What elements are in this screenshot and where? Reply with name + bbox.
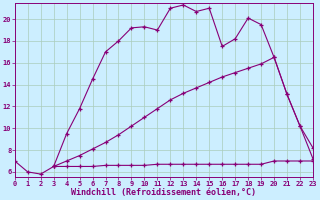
X-axis label: Windchill (Refroidissement éolien,°C): Windchill (Refroidissement éolien,°C) bbox=[71, 188, 256, 197]
